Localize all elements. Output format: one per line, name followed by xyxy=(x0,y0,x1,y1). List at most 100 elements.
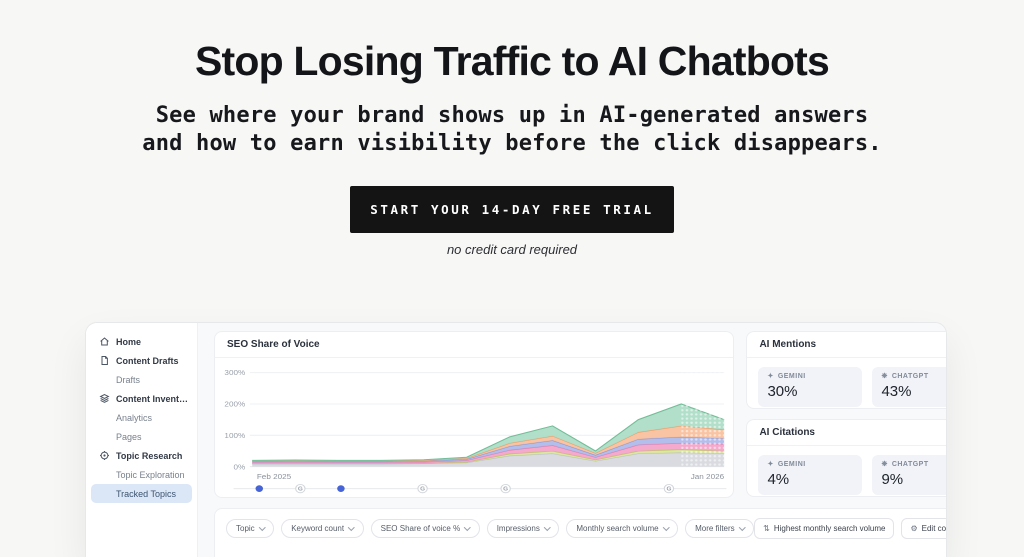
timeline-marker-dot[interactable] xyxy=(337,485,345,492)
timeline-marker-google[interactable]: G xyxy=(663,483,675,494)
chevron-down-icon xyxy=(348,524,355,531)
timeline-marker-google[interactable]: G xyxy=(500,483,511,494)
sidebar-item-home[interactable]: Home xyxy=(91,332,192,351)
sidebar-item-topic-exploration[interactable]: Topic Exploration xyxy=(91,465,192,484)
stat-value: 9% xyxy=(881,471,904,488)
research-icon xyxy=(99,450,110,461)
dashboard-right-column: AI Mentions ✦ GEMINI 30% ❋ CHATGPT 43% AI Cit… xyxy=(746,331,946,498)
topics-table-card: Topic Keyword count SEO Share of voice % Im… xyxy=(214,508,947,557)
gemini-icon: ✦ xyxy=(767,461,774,468)
ai-mentions-stats: ✦ GEMINI 30% ❋ CHATGPT 43% xyxy=(747,358,946,408)
sidebar-item-label: Drafts xyxy=(116,374,141,385)
filter-pill-label: Topic xyxy=(236,524,255,533)
stat-box-gemini: ✦ GEMINI 30% xyxy=(758,367,863,407)
y-tick-label: 300% xyxy=(224,369,245,378)
edit-columns-label: Edit columns xyxy=(921,524,947,533)
chevron-down-icon xyxy=(543,524,551,531)
area-band-mint xyxy=(252,403,725,462)
stat-label: CHATGPT xyxy=(891,461,929,468)
timeline-marker-dot[interactable] xyxy=(255,485,263,492)
sidebar-item-content-inventory[interactable]: Content Inventory xyxy=(91,389,192,408)
ai-citations-stats: ✦ GEMINI 4% ❋ CHATGPT 9% xyxy=(747,446,946,496)
chevron-down-icon xyxy=(662,524,670,531)
sidebar-item-tracked-topics[interactable]: Tracked Topics xyxy=(91,484,192,503)
sidebar-item-label: Content Inventory xyxy=(116,393,192,404)
sidebar-item-label: Pages xyxy=(116,431,142,442)
filter-pill-label: Monthly search volume xyxy=(576,524,659,533)
filter-pill-more-filters[interactable]: More filters xyxy=(685,519,755,538)
area-band-periwinkle xyxy=(252,436,725,463)
dashboard-main: SEO Share of Voice 0% 100% 200% 300% Feb 202… xyxy=(198,323,947,557)
chatgpt-icon: ❋ xyxy=(881,373,888,380)
filter-pill-label: Keyword count xyxy=(291,524,345,533)
table-header-row: TOPICSSEO SHARE OF VOICEIMPRESSIONSAMSPR… xyxy=(215,547,946,557)
gemini-icon: ✦ xyxy=(767,373,774,380)
sidebar-item-content-drafts[interactable]: Content Drafts xyxy=(91,351,192,370)
stat-value: 30% xyxy=(767,383,798,400)
hero-section: Stop Losing Traffic to AI Chatbots See w… xyxy=(0,0,1024,257)
sort-button[interactable]: ⇅ Highest monthly search volume xyxy=(754,518,895,539)
table-tools: ⇅ Highest monthly search volume ⚙ Edit c… xyxy=(754,518,947,539)
google-g-icon: G xyxy=(666,487,671,493)
sidebar-item-label: Tracked Topics xyxy=(116,488,177,499)
cta-note: no credit card required xyxy=(446,242,578,257)
filter-pill-keyword-count[interactable]: Keyword count xyxy=(281,519,364,538)
chevron-down-icon xyxy=(738,524,746,531)
filter-pills: Topic Keyword count SEO Share of voice % Im… xyxy=(226,519,755,538)
sidebar-item-label: Topic Exploration xyxy=(116,469,185,480)
filter-pill-monthly-search-volume[interactable]: Monthly search volume xyxy=(566,519,679,538)
area-band-lime xyxy=(252,449,725,464)
sidebar-item-analytics[interactable]: Analytics xyxy=(91,408,192,427)
sidebar-item-drafts[interactable]: Drafts xyxy=(91,370,192,389)
ai-citations-title: AI Citations xyxy=(747,420,946,446)
filter-pill-label: SEO Share of voice % xyxy=(380,524,461,533)
start-trial-button[interactable]: START YOUR 14-DAY FREE TRIAL xyxy=(350,186,674,233)
sidebar-item-pages[interactable]: Pages xyxy=(91,427,192,446)
stat-label: CHATGPT xyxy=(891,373,929,380)
document-icon xyxy=(99,355,110,366)
google-g-icon: G xyxy=(420,487,425,493)
home-icon xyxy=(99,336,110,347)
stat-box-chatgpt: ❋ CHATGPT 9% xyxy=(872,455,946,495)
chevron-down-icon xyxy=(258,524,266,531)
gear-icon: ⚙ xyxy=(910,523,918,533)
filter-pill-impressions[interactable]: Impressions xyxy=(486,519,560,538)
hero-subtitle-line1: See where your brand shows up in AI-gene… xyxy=(155,103,869,128)
sidebar-item-label: Home xyxy=(116,336,142,347)
seo-share-of-voice-chart: 0% 100% 200% 300% Feb 2025 Jan 2026 G G G G xyxy=(224,369,727,494)
ai-mentions-card: AI Mentions ✦ GEMINI 30% ❋ CHATGPT 43% xyxy=(746,331,946,409)
dashboard-top-row: SEO Share of Voice 0% 100% 200% 300% Feb 202… xyxy=(214,331,946,498)
dashboard-preview: Home Content Drafts Drafts Content Inventor… xyxy=(85,322,947,557)
area-band-pink xyxy=(252,443,725,464)
hero-title: Stop Losing Traffic to AI Chatbots xyxy=(194,38,830,84)
chart-card-title: SEO Share of Voice xyxy=(215,332,734,358)
filter-pill-label: More filters xyxy=(695,524,735,533)
filter-pill-topic[interactable]: Topic xyxy=(226,519,275,538)
sort-button-label: Highest monthly search volume xyxy=(773,524,886,533)
ai-mentions-title: AI Mentions xyxy=(747,332,946,358)
ai-citations-card: AI Citations ✦ GEMINI 4% ❋ CHATGPT 9% xyxy=(746,419,946,497)
timeline-marker-google[interactable]: G xyxy=(295,483,306,494)
filter-pill-seo-share-of-voice-[interactable]: SEO Share of voice % xyxy=(370,519,480,538)
x-label-end: Jan 2026 xyxy=(691,473,724,482)
sidebar-item-topic-research[interactable]: Topic Research xyxy=(91,446,192,465)
stat-label: GEMINI xyxy=(777,373,806,380)
stat-box-gemini: ✦ GEMINI 4% xyxy=(758,455,863,495)
sidebar-item-label: Topic Research xyxy=(116,450,183,461)
timeline-marker-google[interactable]: G xyxy=(417,483,428,494)
seo-share-of-voice-card: SEO Share of Voice 0% 100% 200% 300% Feb 202… xyxy=(214,331,735,498)
hero-subtitle: See where your brand shows up in AI-gene… xyxy=(0,102,1024,157)
area-band-orange xyxy=(252,425,725,462)
sidebar: Home Content Drafts Drafts Content Inventor… xyxy=(86,323,198,557)
layers-icon xyxy=(99,393,110,404)
stat-label: GEMINI xyxy=(777,461,806,468)
edit-columns-button[interactable]: ⚙ Edit columns xyxy=(901,518,947,539)
sidebar-item-label: Content Drafts xyxy=(116,355,179,366)
y-tick-label: 200% xyxy=(224,400,245,409)
table-toolbar: Topic Keyword count SEO Share of voice % Im… xyxy=(215,509,947,547)
stat-box-chatgpt: ❋ CHATGPT 43% xyxy=(872,367,946,407)
sidebar-item-label: Analytics xyxy=(116,412,153,423)
chevron-down-icon xyxy=(464,524,471,531)
google-g-icon: G xyxy=(298,487,303,493)
